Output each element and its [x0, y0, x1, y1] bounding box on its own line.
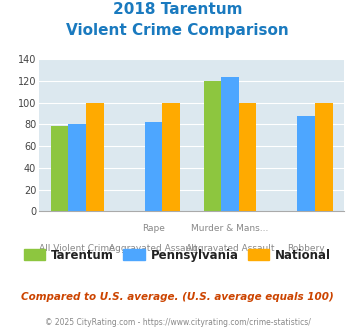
- Bar: [162, 103, 180, 211]
- Bar: [51, 125, 69, 211]
- Text: Murder & Mans...: Murder & Mans...: [191, 224, 268, 233]
- Bar: [86, 103, 104, 211]
- Text: Aggravated Assault: Aggravated Assault: [109, 244, 198, 253]
- Text: Aggravated Assault: Aggravated Assault: [186, 244, 274, 253]
- Text: Robbery: Robbery: [288, 244, 325, 253]
- Bar: [203, 81, 221, 211]
- Text: All Violent Crime: All Violent Crime: [39, 244, 115, 253]
- Text: Violent Crime Comparison: Violent Crime Comparison: [66, 23, 289, 38]
- Legend: Tarentum, Pennsylvania, National: Tarentum, Pennsylvania, National: [19, 244, 336, 266]
- Bar: [145, 122, 162, 211]
- Bar: [239, 103, 256, 211]
- Bar: [69, 124, 86, 211]
- Bar: [297, 116, 315, 211]
- Text: Compared to U.S. average. (U.S. average equals 100): Compared to U.S. average. (U.S. average …: [21, 292, 334, 302]
- Text: Rape: Rape: [142, 224, 165, 233]
- Text: © 2025 CityRating.com - https://www.cityrating.com/crime-statistics/: © 2025 CityRating.com - https://www.city…: [45, 318, 310, 327]
- Bar: [315, 103, 333, 211]
- Text: 2018 Tarentum: 2018 Tarentum: [113, 2, 242, 16]
- Bar: [221, 77, 239, 211]
